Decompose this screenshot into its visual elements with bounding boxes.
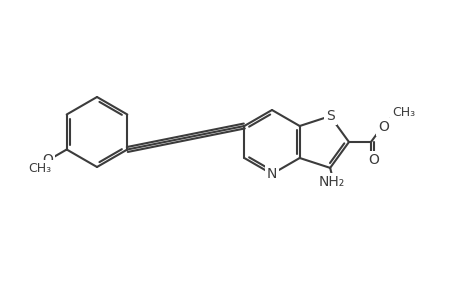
Text: O: O: [378, 120, 388, 134]
Text: CH₃: CH₃: [28, 162, 51, 175]
Text: N: N: [266, 167, 277, 181]
Text: O: O: [368, 153, 379, 167]
Text: CH₃: CH₃: [391, 106, 414, 119]
Text: S: S: [325, 109, 334, 123]
Text: O: O: [42, 154, 53, 167]
Text: NH₂: NH₂: [319, 175, 345, 189]
